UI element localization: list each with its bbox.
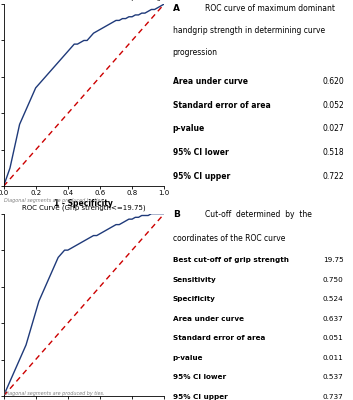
Text: progression: progression — [173, 48, 218, 57]
Text: Standard error of area: Standard error of area — [173, 101, 270, 110]
Text: Standard error of area: Standard error of area — [173, 336, 265, 342]
Text: A: A — [173, 4, 180, 13]
Title: ROC Curve of Maximum Dominant Grip Strength: ROC Curve of Maximum Dominant Grip Stren… — [0, 0, 168, 1]
Text: 95% CI upper: 95% CI upper — [173, 172, 230, 181]
Text: 0.750: 0.750 — [323, 277, 344, 283]
X-axis label: 1 - Specificity: 1 - Specificity — [54, 199, 113, 208]
Text: Specificity: Specificity — [173, 296, 216, 302]
Text: p-value: p-value — [173, 355, 203, 361]
Text: ROC curve of maximum dominant: ROC curve of maximum dominant — [204, 4, 335, 13]
Text: 0.051: 0.051 — [323, 336, 344, 342]
Text: Cut-off  determined  by  the: Cut-off determined by the — [204, 210, 311, 219]
Text: Area under curve: Area under curve — [173, 316, 244, 322]
Text: Sensitivity: Sensitivity — [173, 277, 216, 283]
Text: 0.027: 0.027 — [323, 124, 345, 133]
Text: Diagonal segments are produced by ties.: Diagonal segments are produced by ties. — [4, 198, 104, 203]
Text: 0.722: 0.722 — [323, 172, 345, 181]
Text: 0.011: 0.011 — [323, 355, 344, 361]
Text: p-value: p-value — [173, 124, 205, 133]
Text: Diagonal segments are produced by ties.: Diagonal segments are produced by ties. — [4, 391, 104, 396]
Text: Area under curve: Area under curve — [173, 77, 248, 86]
Text: handgrip strength in determining curve: handgrip strength in determining curve — [173, 26, 325, 35]
Text: Best cut-off of grip strength: Best cut-off of grip strength — [173, 258, 289, 264]
Text: 0.524: 0.524 — [323, 296, 344, 302]
Text: B: B — [173, 210, 180, 219]
Title: ROC Curve (Grip strength<=19.75): ROC Curve (Grip strength<=19.75) — [22, 204, 146, 211]
Text: coordinates of the ROC curve: coordinates of the ROC curve — [173, 234, 285, 243]
Text: 0.637: 0.637 — [323, 316, 344, 322]
Text: 19.75: 19.75 — [323, 258, 344, 264]
Text: 0.052: 0.052 — [323, 101, 345, 110]
Text: 95% CI lower: 95% CI lower — [173, 374, 226, 380]
Text: 0.518: 0.518 — [323, 148, 345, 157]
Text: 0.537: 0.537 — [323, 374, 344, 380]
Text: 95% CI lower: 95% CI lower — [173, 148, 228, 157]
Text: 95% CI upper: 95% CI upper — [173, 394, 227, 400]
Text: 0.737: 0.737 — [323, 394, 344, 400]
Text: 0.620: 0.620 — [323, 77, 345, 86]
